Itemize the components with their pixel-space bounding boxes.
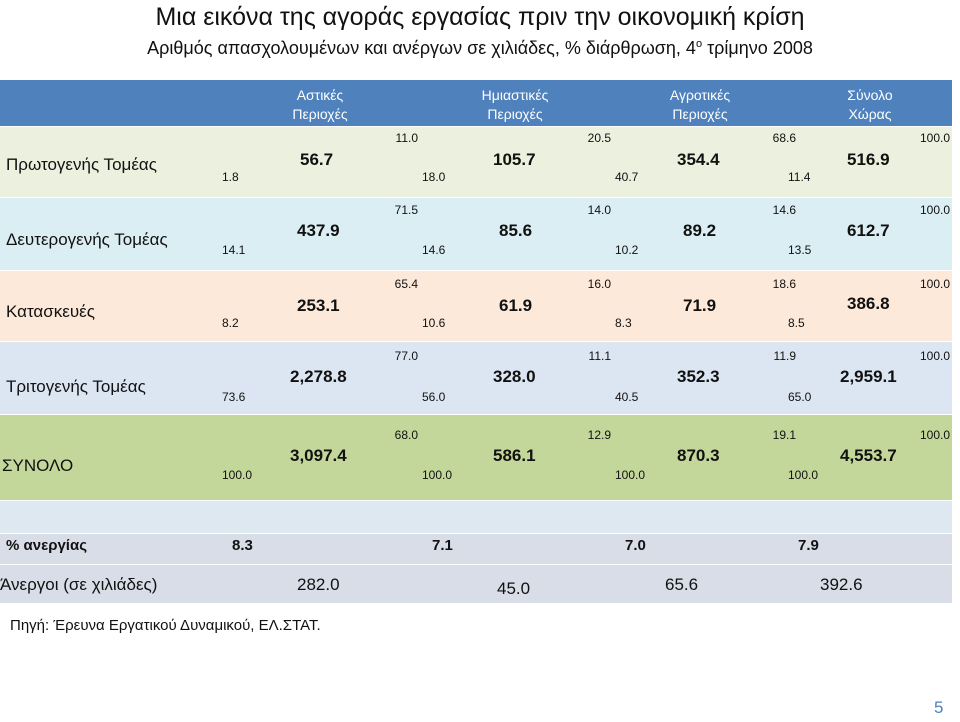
- subtitle-tail: τρίμηνο 2008: [702, 38, 813, 58]
- share-cell: 40.7: [615, 170, 639, 184]
- share-cell: 100.0: [222, 468, 253, 482]
- primary-row-band: [0, 127, 952, 197]
- pct-cell: 11.0: [395, 131, 418, 145]
- share-cell: 14.1: [222, 243, 246, 257]
- page-number: 5: [934, 698, 944, 717]
- value-cell: 586.1: [493, 446, 536, 465]
- value-cell: 56.7: [300, 150, 334, 169]
- unemployment-rate-urban: 8.3: [232, 537, 253, 554]
- value-cell: 386.8: [847, 294, 890, 313]
- share-cell: 40.5: [615, 390, 639, 404]
- unemployment-rate-rural: 7.0: [625, 537, 646, 554]
- row-label-tertiary: Τριτογενής Τομέας: [6, 377, 146, 396]
- value-cell: 612.7: [847, 221, 890, 240]
- subtitle-sup: ο: [695, 38, 703, 50]
- row-label-construction: Κατασκευές: [6, 302, 95, 321]
- value-cell: 4,553.7: [840, 446, 897, 465]
- value-cell: 61.9: [499, 296, 533, 315]
- row-label-total: ΣΥΝΟΛΟ: [2, 456, 74, 475]
- pct-cell: 100.0: [919, 131, 950, 145]
- unemployment-rate-total: 7.9: [798, 537, 819, 554]
- share-cell: 18.0: [422, 170, 446, 184]
- value-cell: 516.9: [847, 150, 890, 169]
- row-label-primary: Πρωτογενής Τομέας: [6, 155, 157, 174]
- header-urban: Αστικές Περιοχές: [292, 87, 348, 122]
- pct-cell: 18.6: [772, 277, 796, 291]
- secondary-row-band: [0, 198, 952, 270]
- pct-cell: 77.0: [394, 349, 418, 363]
- spacer-row-band: [0, 501, 952, 533]
- page-title: Μια εικόνα της αγοράς εργασίας πριν την …: [155, 3, 805, 31]
- pct-cell: 12.9: [587, 428, 611, 442]
- share-cell: 100.0: [615, 468, 646, 482]
- unemployed-rural: 65.6: [665, 575, 699, 594]
- value-cell: 85.6: [499, 221, 533, 240]
- tertiary-row-band: [0, 342, 952, 414]
- value-cell: 3,097.4: [290, 446, 347, 465]
- pct-cell: 65.4: [394, 277, 418, 291]
- page-subtitle: Αριθμός απασχολουμένων και ανέργων σε χι…: [0, 33, 960, 59]
- pct-cell: 100.0: [919, 277, 950, 291]
- unemployed-label: Άνεργοι (σε χιλιάδες): [0, 575, 158, 594]
- pct-cell: 16.0: [587, 277, 611, 291]
- pct-cell: 20.5: [587, 131, 611, 145]
- share-cell: 65.0: [788, 390, 812, 404]
- unemployed-band: [0, 565, 952, 603]
- row-label-secondary: Δευτερογενής Τομέας: [6, 230, 168, 249]
- value-cell: 89.2: [683, 221, 717, 240]
- subtitle-main: Αριθμός απασχολουμένων και ανέργων σε χι…: [147, 38, 696, 58]
- value-cell: 328.0: [493, 367, 536, 386]
- value-cell: 71.9: [683, 296, 717, 315]
- pct-cell: 68.0: [394, 428, 418, 442]
- pct-cell: 68.6: [772, 131, 796, 145]
- share-cell: 8.3: [615, 316, 632, 330]
- header-semi-urban: Ημιαστικές Περιοχές: [481, 87, 549, 122]
- share-cell: 100.0: [788, 468, 819, 482]
- share-cell: 100.0: [422, 468, 453, 482]
- unemployed-total: 392.6: [820, 575, 863, 594]
- pct-cell: 71.5: [394, 203, 418, 217]
- unemployed-urban: 282.0: [297, 575, 340, 594]
- value-cell: 253.1: [297, 296, 340, 315]
- header-rural: Αγροτικές Περιοχές: [669, 87, 731, 122]
- share-cell: 73.6: [222, 390, 246, 404]
- share-cell: 8.2: [222, 316, 239, 330]
- share-cell: 10.6: [422, 316, 446, 330]
- share-cell: 1.8: [222, 170, 239, 184]
- pct-cell: 100.0: [919, 349, 950, 363]
- share-cell: 14.6: [422, 243, 446, 257]
- construction-row-band: [0, 271, 952, 341]
- value-cell: 437.9: [297, 221, 340, 240]
- share-cell: 13.5: [788, 243, 812, 257]
- header-total: Σύνολο Χώρας: [847, 87, 893, 122]
- share-cell: 8.5: [788, 316, 805, 330]
- pct-cell: 14.0: [587, 203, 611, 217]
- pct-cell: 11.1: [588, 349, 611, 363]
- share-cell: 56.0: [422, 390, 446, 404]
- share-cell: 11.4: [788, 170, 811, 184]
- value-cell: 352.3: [677, 367, 720, 386]
- unemployment-rate-semi: 7.1: [432, 537, 453, 554]
- unemployment-rate-band: [0, 534, 952, 564]
- value-cell: 105.7: [493, 150, 536, 169]
- value-cell: 2,278.8: [290, 367, 347, 386]
- source-note: Πηγή: Έρευνα Εργατικού Δυναμικού, ΕΛ.ΣΤΑ…: [10, 617, 321, 634]
- pct-cell: 14.6: [772, 203, 796, 217]
- unemployment-rate-label: % ανεργίας: [6, 537, 87, 554]
- unemployed-semi: 45.0: [497, 579, 531, 598]
- value-cell: 2,959.1: [840, 367, 897, 386]
- pct-cell: 100.0: [919, 428, 950, 442]
- header-band: [0, 80, 952, 126]
- value-cell: 354.4: [677, 150, 720, 169]
- pct-cell: 19.1: [772, 428, 796, 442]
- total-row-band: [0, 415, 952, 500]
- value-cell: 870.3: [677, 446, 720, 465]
- pct-cell: 100.0: [919, 203, 950, 217]
- pct-cell: 11.9: [773, 349, 796, 363]
- share-cell: 10.2: [615, 243, 639, 257]
